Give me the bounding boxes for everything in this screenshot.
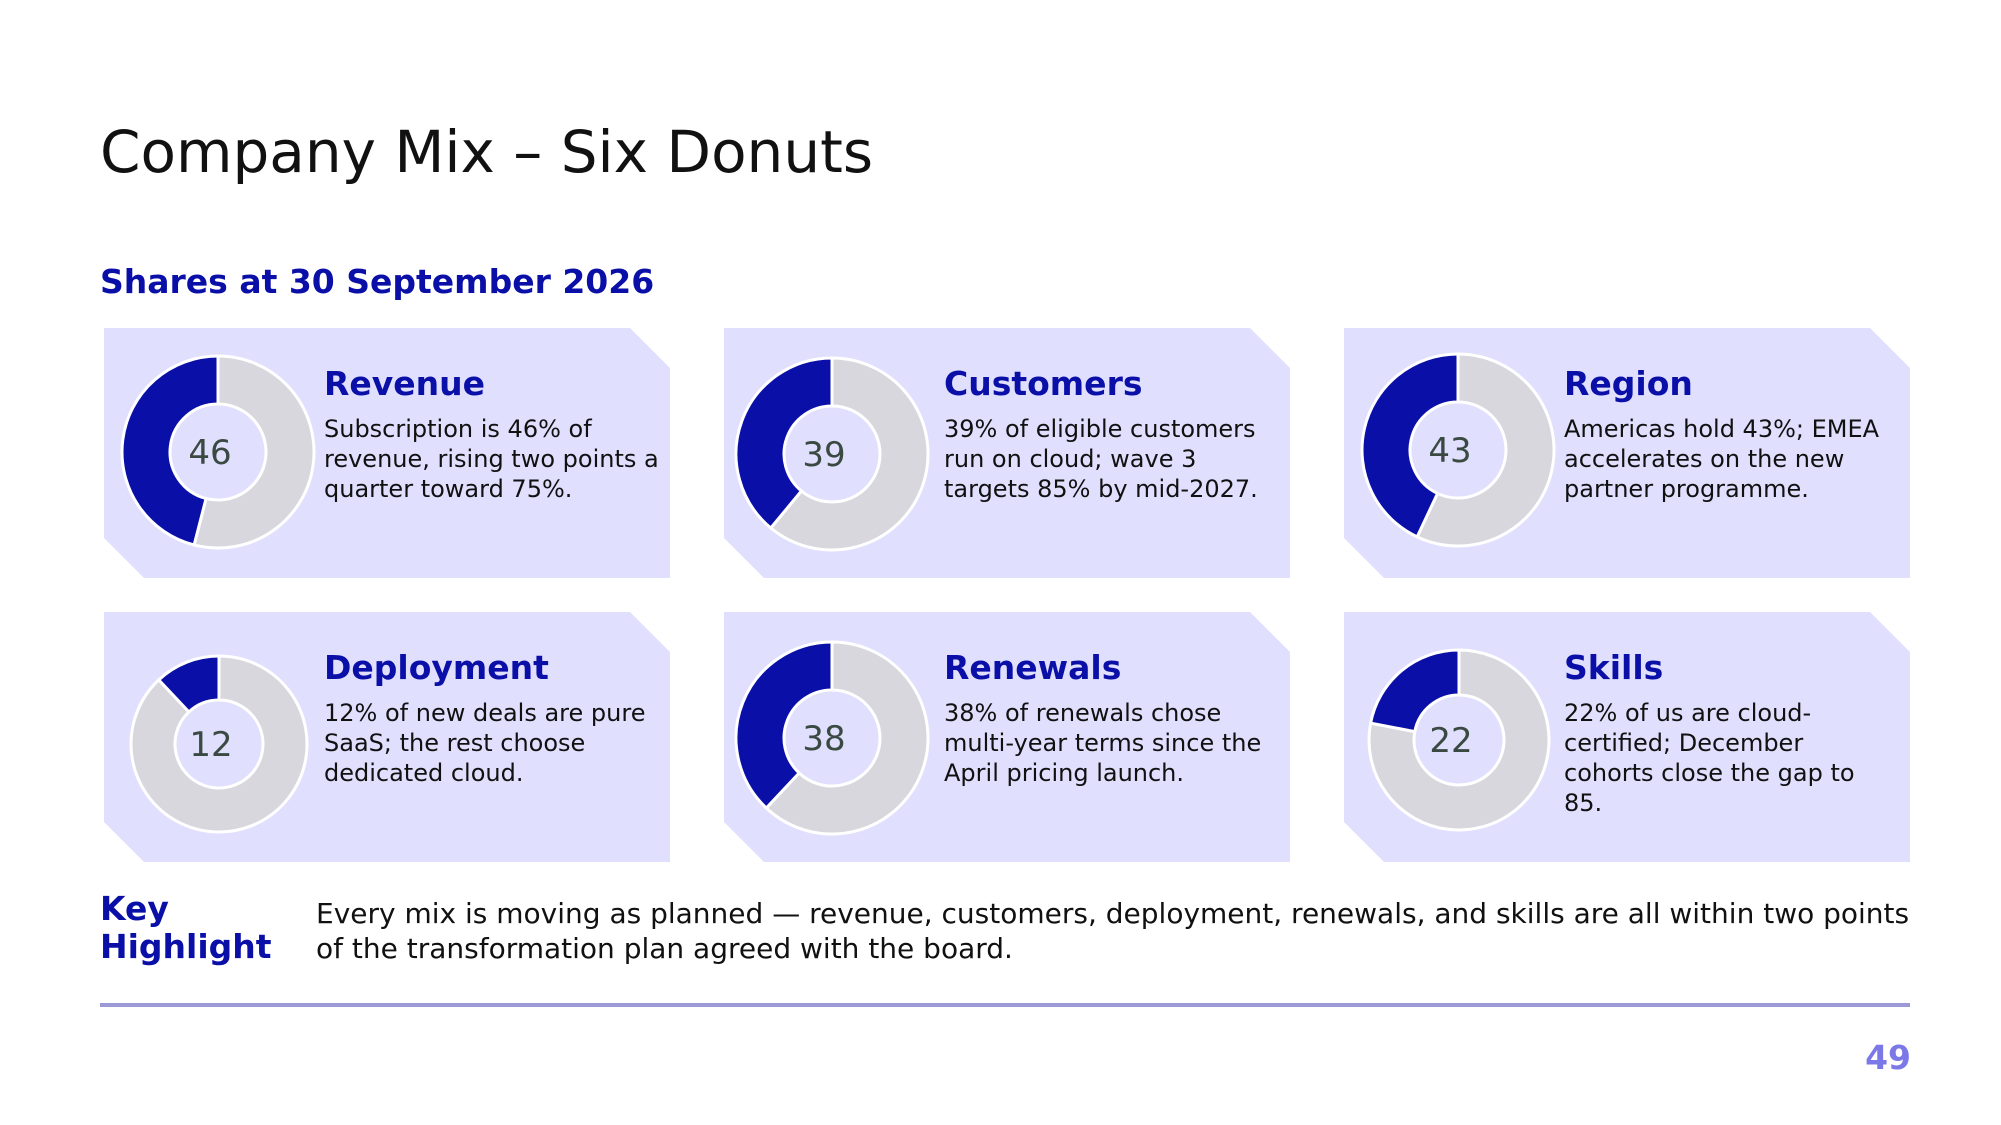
card-revenue: 46 Revenue Subscription is 46% of revenue,…: [104, 328, 670, 578]
slide-subtitle: Shares at 30 September 2026: [100, 262, 655, 301]
donut-chart-customers: 39: [734, 356, 930, 552]
card-region: 43 Region Americas hold 43%; EMEA accelera…: [1344, 328, 1910, 578]
donut-value-label: 38: [802, 719, 845, 759]
donut-slice-value: [734, 640, 834, 811]
donut-value-label: 43: [1428, 431, 1471, 471]
donut-slice-value: [1360, 352, 1460, 539]
donut-chart-renewals: 38: [734, 640, 930, 836]
card-description: 12% of new deals are pure SaaS; the rest…: [324, 699, 646, 787]
card-title: Region: [1564, 364, 1693, 403]
card-description: 38% of renewals chose multi-year terms s…: [944, 699, 1262, 787]
card-title: Renewals: [944, 648, 1122, 687]
key-highlight-label: Key Highlight: [100, 889, 272, 966]
card-title: Deployment: [324, 648, 549, 687]
donut-chart-revenue: 46: [120, 354, 316, 550]
card-description: Subscription is 46% of revenue, rising t…: [324, 415, 659, 503]
card-title: Revenue: [324, 364, 486, 403]
donut-slice-remainder: [1367, 648, 1551, 832]
card-deployment: 12 Deployment 12% of new deals are pure Sa…: [104, 612, 670, 862]
key-highlight-text: Every mix is moving as planned — revenue…: [316, 897, 1910, 965]
card-title: Skills: [1564, 648, 1664, 687]
donut-slice-remainder: [768, 356, 930, 552]
donut-chart-region: 43: [1360, 352, 1556, 548]
slide-title: Company Mix – Six Donuts: [100, 118, 874, 186]
card-customers: 39 Customers 39% of eligible customers run…: [724, 328, 1290, 578]
donut-slice-value: [156, 654, 221, 715]
donut-value-label: 46: [188, 433, 231, 473]
donut-slice-value: [1368, 648, 1461, 734]
donut-slice-remainder: [129, 654, 309, 834]
card-description: 39% of eligible customers run on cloud; …: [944, 415, 1258, 503]
donut-slice-remainder: [192, 354, 316, 550]
donut-chart-skills: 22: [1367, 648, 1551, 832]
card-renewals: 38 Renewals 38% of renewals chose multi-ye…: [724, 612, 1290, 862]
donut-value-label: 22: [1429, 721, 1472, 761]
card-skills: 22 Skills 22% of us are cloud-certified; D…: [1344, 612, 1910, 862]
donut-slice-value: [120, 354, 220, 547]
donut-slice-remainder: [764, 640, 930, 836]
donut-slice-remainder: [1415, 352, 1556, 548]
donut-chart-deployment: 12: [129, 654, 309, 834]
donut-value-label: 12: [189, 725, 232, 765]
card-title: Customers: [944, 364, 1143, 403]
card-description: Americas hold 43%; EMEA accelerates on t…: [1564, 415, 1880, 503]
donut-value-label: 39: [802, 435, 845, 475]
page-number: 49: [1865, 1038, 1911, 1077]
divider: [100, 1003, 1910, 1007]
card-description: 22% of us are cloud-certified; December …: [1564, 699, 1855, 817]
donut-slice-value: [734, 356, 834, 531]
